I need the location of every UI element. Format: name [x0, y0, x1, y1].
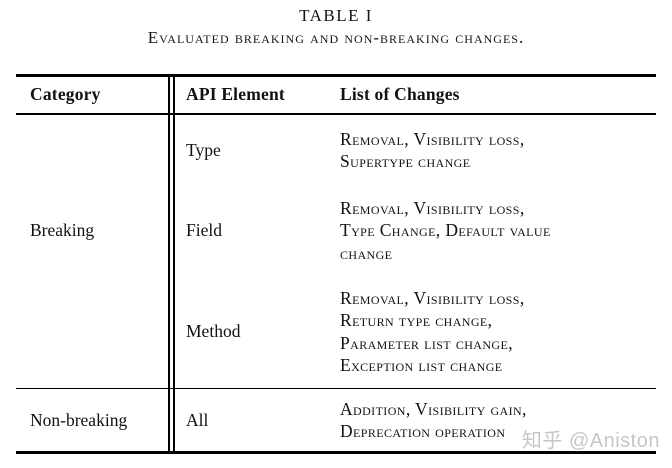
- changes-list-nonbreaking: Addition, Visibility gain, Deprecation o…: [340, 398, 656, 443]
- changes-line: Deprecation operation: [340, 421, 506, 442]
- changes-line: Addition, Visibility gain,: [340, 398, 527, 419]
- table-row-field: Breaking Field Removal, Visibility loss,…: [16, 185, 656, 276]
- table-caption: TABLE I Evaluated breaking and non-break…: [0, 0, 672, 47]
- changes-list-field: Removal, Visibility loss, Type Change, D…: [340, 197, 656, 265]
- table-header-row: Category API Element List of Changes: [16, 76, 656, 113]
- api-element-method: Method: [168, 275, 340, 388]
- changes-line: Removal, Visibility loss,: [340, 128, 525, 149]
- table-top-rule: [16, 74, 656, 77]
- table-row-nonbreaking: Non-breaking All Addition, Visibility ga…: [16, 389, 656, 452]
- api-element-field: Field: [168, 185, 340, 276]
- column-header-api-element: API Element: [168, 76, 340, 113]
- changes-line: Exception list change: [340, 355, 503, 376]
- changes-line: Type Change, Default value: [340, 220, 551, 241]
- category-label-nonbreaking: Non-breaking: [30, 409, 128, 430]
- table-row-type: Type Removal, Visibility loss, Supertype…: [16, 114, 656, 186]
- column-header-list-of-changes: List of Changes: [340, 84, 460, 105]
- changes-line: Return type change,: [340, 310, 493, 331]
- header-separator-rule: [16, 113, 656, 115]
- section-separator-rule: [16, 387, 656, 390]
- changes-list-method: Removal, Visibility loss, Return type ch…: [340, 287, 656, 377]
- table-subtitle: Evaluated breaking and non-breaking chan…: [147, 28, 525, 47]
- zhihu-watermark: 知乎 @Aniston: [521, 430, 660, 452]
- changes-list-type: Removal, Visibility loss, Supertype chan…: [340, 128, 656, 173]
- column-header-category: Category: [30, 84, 101, 105]
- changes-line: Removal, Visibility loss,: [340, 197, 525, 218]
- category-label-breaking: Breaking: [30, 220, 95, 241]
- changes-line: Parameter list change,: [340, 332, 513, 353]
- changes-table: Category API Element List of Changes Typ…: [16, 74, 656, 454]
- table-bottom-rule: [16, 451, 656, 454]
- api-element-all: All: [168, 389, 340, 452]
- api-element-type: Type: [168, 114, 340, 186]
- changes-line: Supertype change: [340, 151, 471, 172]
- table-row-method: Method Removal, Visibility loss, Return …: [16, 275, 656, 388]
- changes-line: Removal, Visibility loss,: [340, 287, 525, 308]
- changes-line: change: [340, 242, 393, 263]
- table-number: TABLE I: [299, 6, 373, 25]
